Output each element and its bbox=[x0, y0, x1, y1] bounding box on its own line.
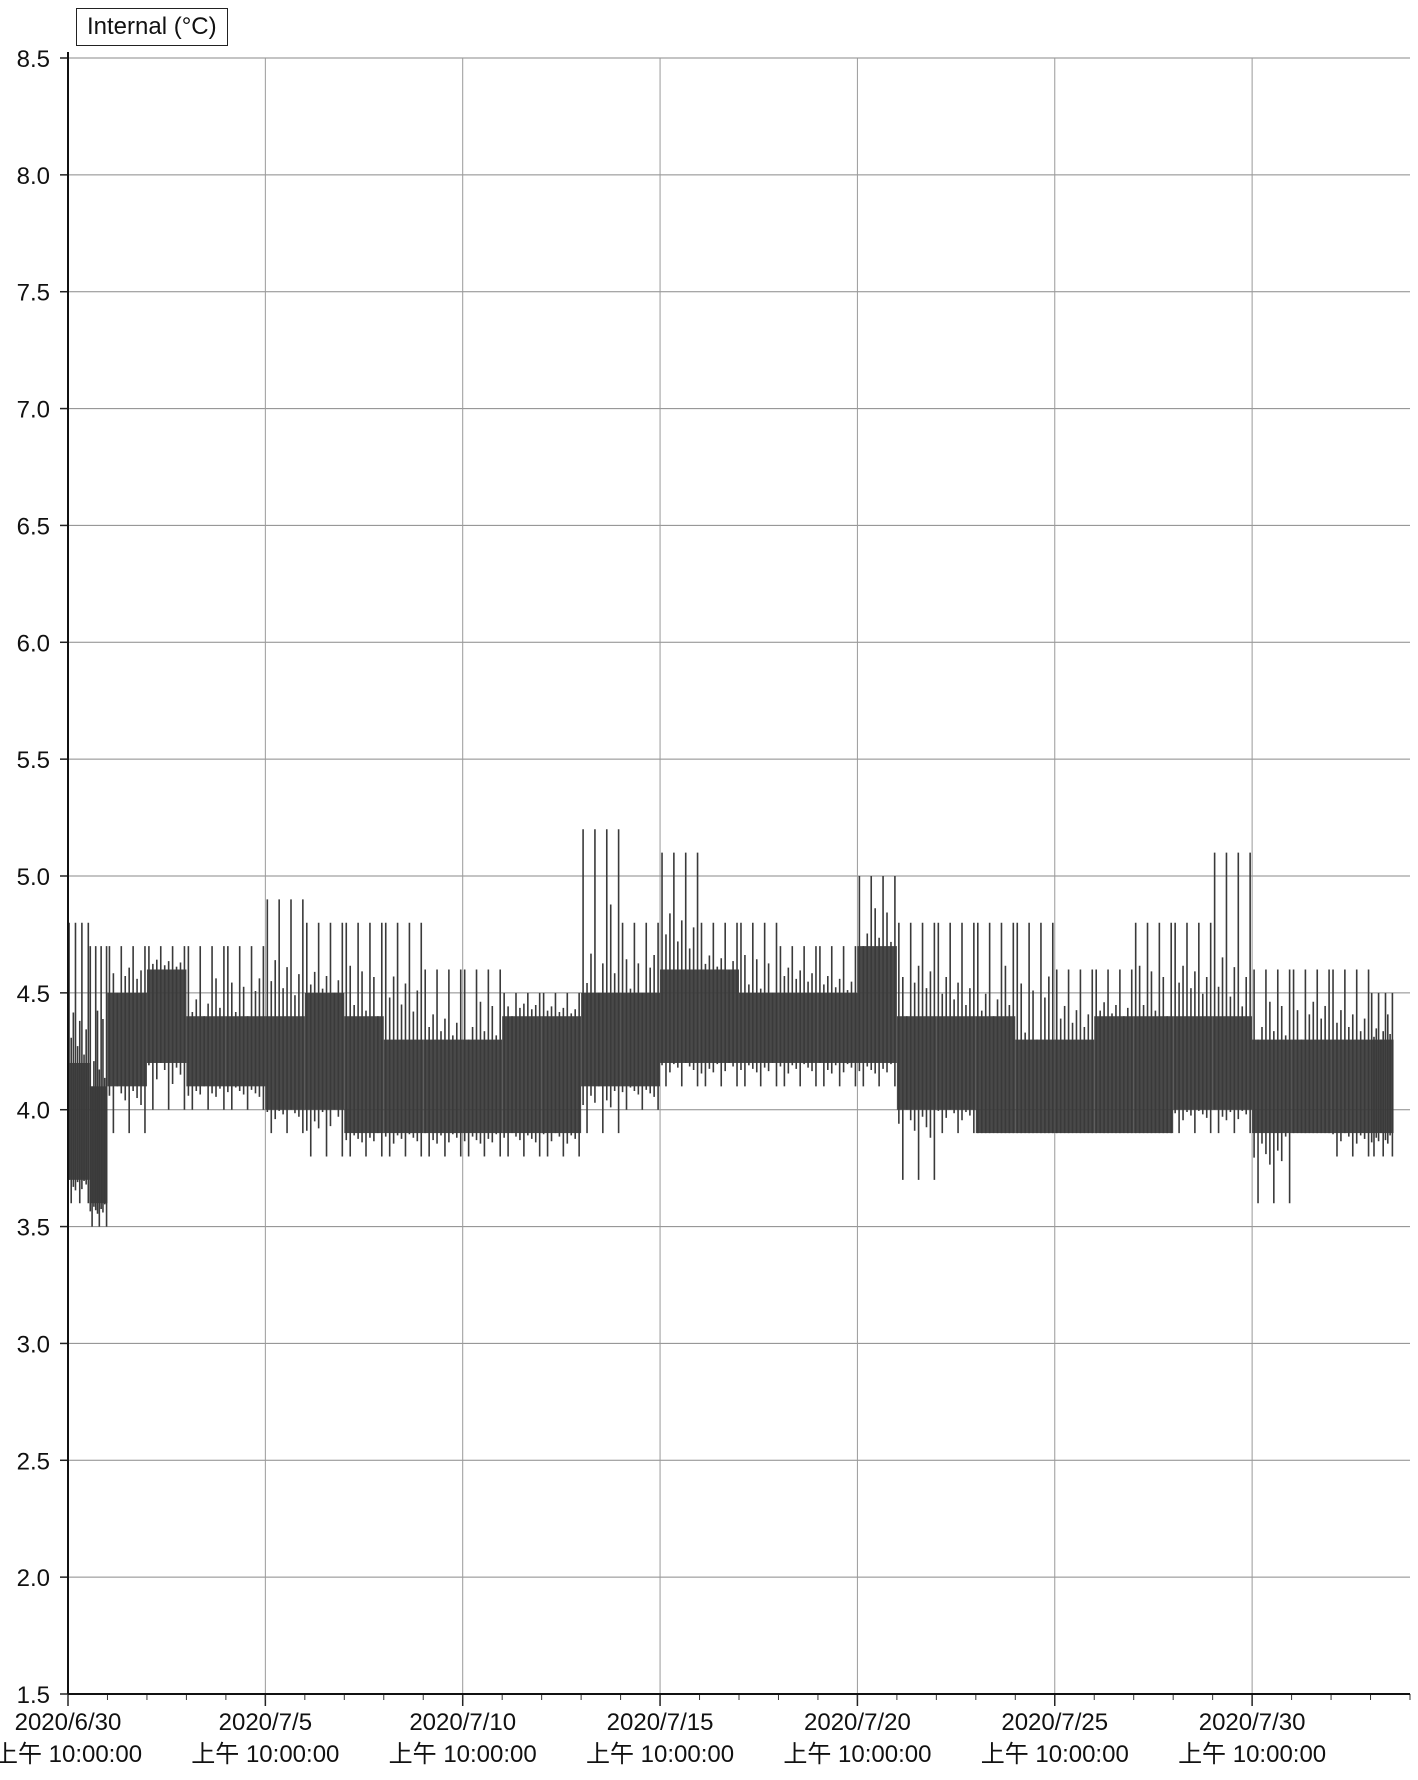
x-tick-time: 上午 10:00:00 bbox=[586, 1741, 734, 1768]
legend-box: Internal (°C) bbox=[76, 8, 228, 46]
y-tick-labels: 1.5 2.0 2.5 3.0 3.5 4.0 4.5 5.0 5.5 6.0 6.5 7.0 7.5 8… bbox=[17, 46, 50, 1709]
x-tick-time: 上午 10:00:00 bbox=[981, 1741, 1129, 1768]
x-tick-time: 上午 10:00:00 bbox=[0, 1741, 142, 1768]
y-tick-label: 5.5 bbox=[17, 747, 50, 774]
y-tick-label: 4.0 bbox=[17, 1098, 50, 1125]
y-tick-label: 5.0 bbox=[17, 864, 50, 891]
x-tick-time: 上午 10:00:00 bbox=[191, 1741, 339, 1768]
x-tick-date: 2020/7/5 bbox=[219, 1709, 312, 1736]
legend-label: Internal (°C) bbox=[87, 13, 217, 40]
x-tick-time: 上午 10:00:00 bbox=[389, 1741, 537, 1768]
y-tick-label: 8.0 bbox=[17, 163, 50, 190]
y-tick-label: 8.5 bbox=[17, 46, 50, 73]
axis-layer bbox=[60, 52, 1411, 1706]
y-tick-label: 7.5 bbox=[17, 280, 50, 307]
x-tick-time: 上午 10:00:00 bbox=[1178, 1741, 1326, 1768]
y-tick-label: 4.5 bbox=[17, 981, 50, 1008]
series-band-layer bbox=[68, 829, 1394, 1227]
x-tick-date: 2020/6/30 bbox=[15, 1709, 122, 1736]
x-tick-time: 上午 10:00:00 bbox=[783, 1741, 931, 1768]
y-tick-label: 3.5 bbox=[17, 1215, 50, 1242]
x-tick-labels: 2020/6/30 上午 10:00:00 2020/7/5 上午 10:00:00 2… bbox=[0, 1709, 1326, 1768]
y-tick-label: 2.5 bbox=[17, 1448, 50, 1475]
x-tick-date: 2020/7/30 bbox=[1199, 1709, 1306, 1736]
x-tick-date: 2020/7/15 bbox=[607, 1709, 714, 1736]
y-tick-label: 6.5 bbox=[17, 513, 50, 540]
y-tick-label: 2.0 bbox=[17, 1565, 50, 1592]
y-tick-label: 3.0 bbox=[17, 1331, 50, 1358]
x-tick-date: 2020/7/10 bbox=[409, 1709, 516, 1736]
x-tick-date: 2020/7/25 bbox=[1001, 1709, 1108, 1736]
grid-layer bbox=[67, 57, 1410, 1695]
y-tick-label: 7.0 bbox=[17, 397, 50, 424]
y-tick-label: 6.0 bbox=[17, 630, 50, 657]
x-tick-date: 2020/7/20 bbox=[804, 1709, 911, 1736]
y-tick-label: 1.5 bbox=[17, 1682, 50, 1709]
